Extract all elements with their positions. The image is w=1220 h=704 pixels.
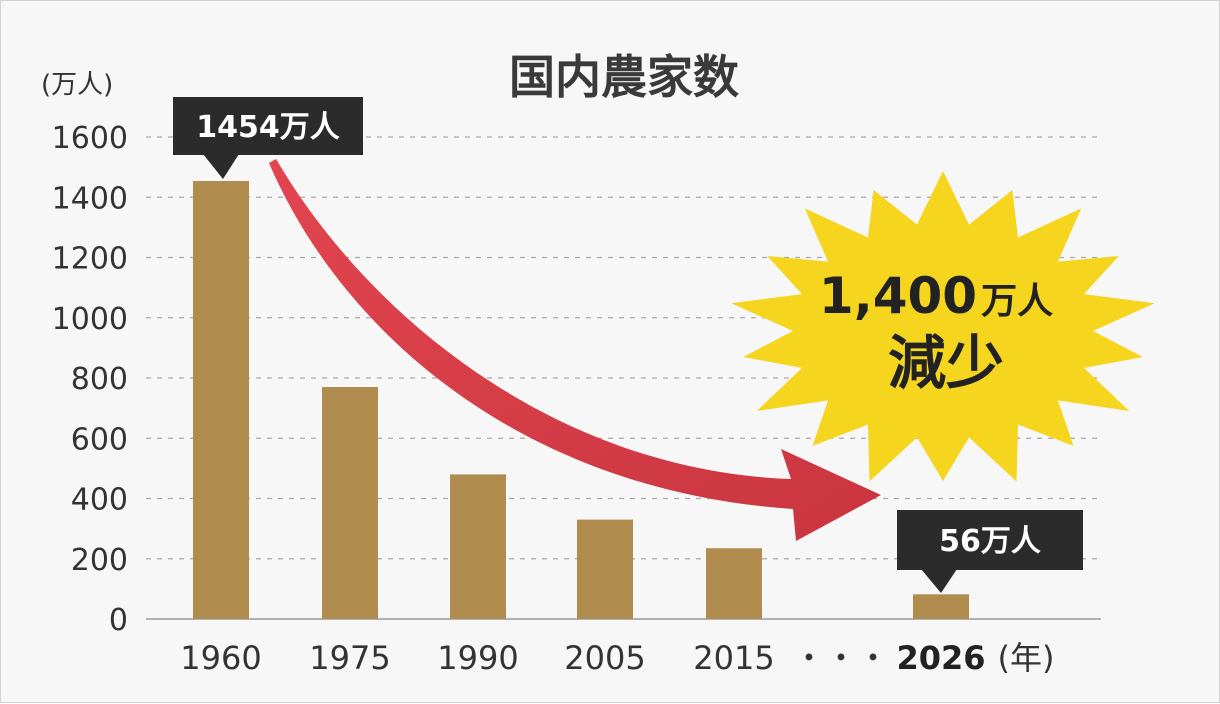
callout-pointer	[921, 569, 957, 593]
callouts: 1454万人 56万人	[173, 97, 1083, 593]
callout-pointer	[203, 154, 239, 179]
y-tick-label: 200	[71, 543, 128, 578]
chart-title: 国内農家数	[509, 50, 739, 104]
decrease-starburst	[731, 171, 1155, 482]
x-tick-label: 1960	[180, 639, 261, 677]
x-tick-label: 1975	[309, 639, 390, 677]
y-tick-label: 400	[71, 483, 128, 518]
x-tick-label: 1990	[437, 639, 518, 677]
decrease-annotation: 1,400 万人 減少	[819, 267, 1053, 397]
callout-1960: 1454万人	[173, 97, 363, 179]
y-tick-label: 1400	[52, 181, 128, 216]
y-tick-label: 1200	[52, 242, 128, 277]
bar-2015	[706, 548, 762, 619]
x-tick-label: 2015	[693, 639, 774, 677]
callout-box	[173, 97, 363, 155]
bar-1990	[450, 474, 506, 619]
decrease-word: 減少	[888, 329, 1004, 397]
bar-2026	[913, 594, 969, 619]
y-tick-label: 1000	[52, 302, 128, 337]
callout-box	[897, 510, 1083, 570]
y-tick-label: 600	[71, 422, 128, 457]
bar-1960	[193, 180, 249, 620]
decrease-amount: 1,400	[819, 267, 977, 325]
y-tick-label: 0	[109, 603, 128, 638]
y-tick-label: 800	[71, 362, 128, 397]
callout-2026: 56万人	[897, 510, 1083, 593]
x-tick-label: 2026	[896, 639, 985, 677]
y-tick-label: 1600	[52, 121, 128, 156]
x-axis-unit-label: (年)	[998, 639, 1055, 677]
y-axis-ticks: 0 200 400 600 800 1000 1200 1400 1600	[52, 121, 128, 638]
bars	[193, 180, 969, 620]
x-axis-ticks: 1960 1975 1990 2005 2015 2026	[180, 639, 985, 677]
decrease-unit: 万人	[981, 281, 1053, 322]
x-axis-gap-ellipsis: ・・・	[793, 639, 889, 677]
callout-label: 56万人	[939, 524, 1041, 559]
bar-2005	[577, 519, 633, 619]
bar-1975	[322, 387, 378, 619]
callout-label: 1454万人	[196, 110, 340, 145]
y-axis-unit-label: (万人)	[41, 70, 113, 100]
x-tick-label: 2005	[564, 639, 645, 677]
decrease-arrow	[269, 159, 881, 541]
